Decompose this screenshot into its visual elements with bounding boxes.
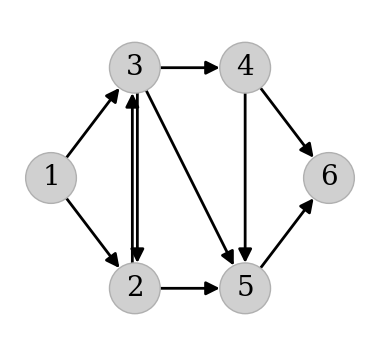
Circle shape bbox=[220, 42, 271, 93]
Text: 1: 1 bbox=[42, 164, 60, 192]
Text: 4: 4 bbox=[236, 54, 254, 81]
Circle shape bbox=[304, 153, 355, 203]
Circle shape bbox=[109, 263, 160, 314]
Text: 2: 2 bbox=[126, 275, 144, 302]
Text: 5: 5 bbox=[236, 275, 254, 302]
Text: 6: 6 bbox=[320, 164, 338, 192]
Circle shape bbox=[25, 153, 76, 203]
Circle shape bbox=[109, 42, 160, 93]
Circle shape bbox=[220, 263, 271, 314]
Text: 3: 3 bbox=[126, 54, 144, 81]
